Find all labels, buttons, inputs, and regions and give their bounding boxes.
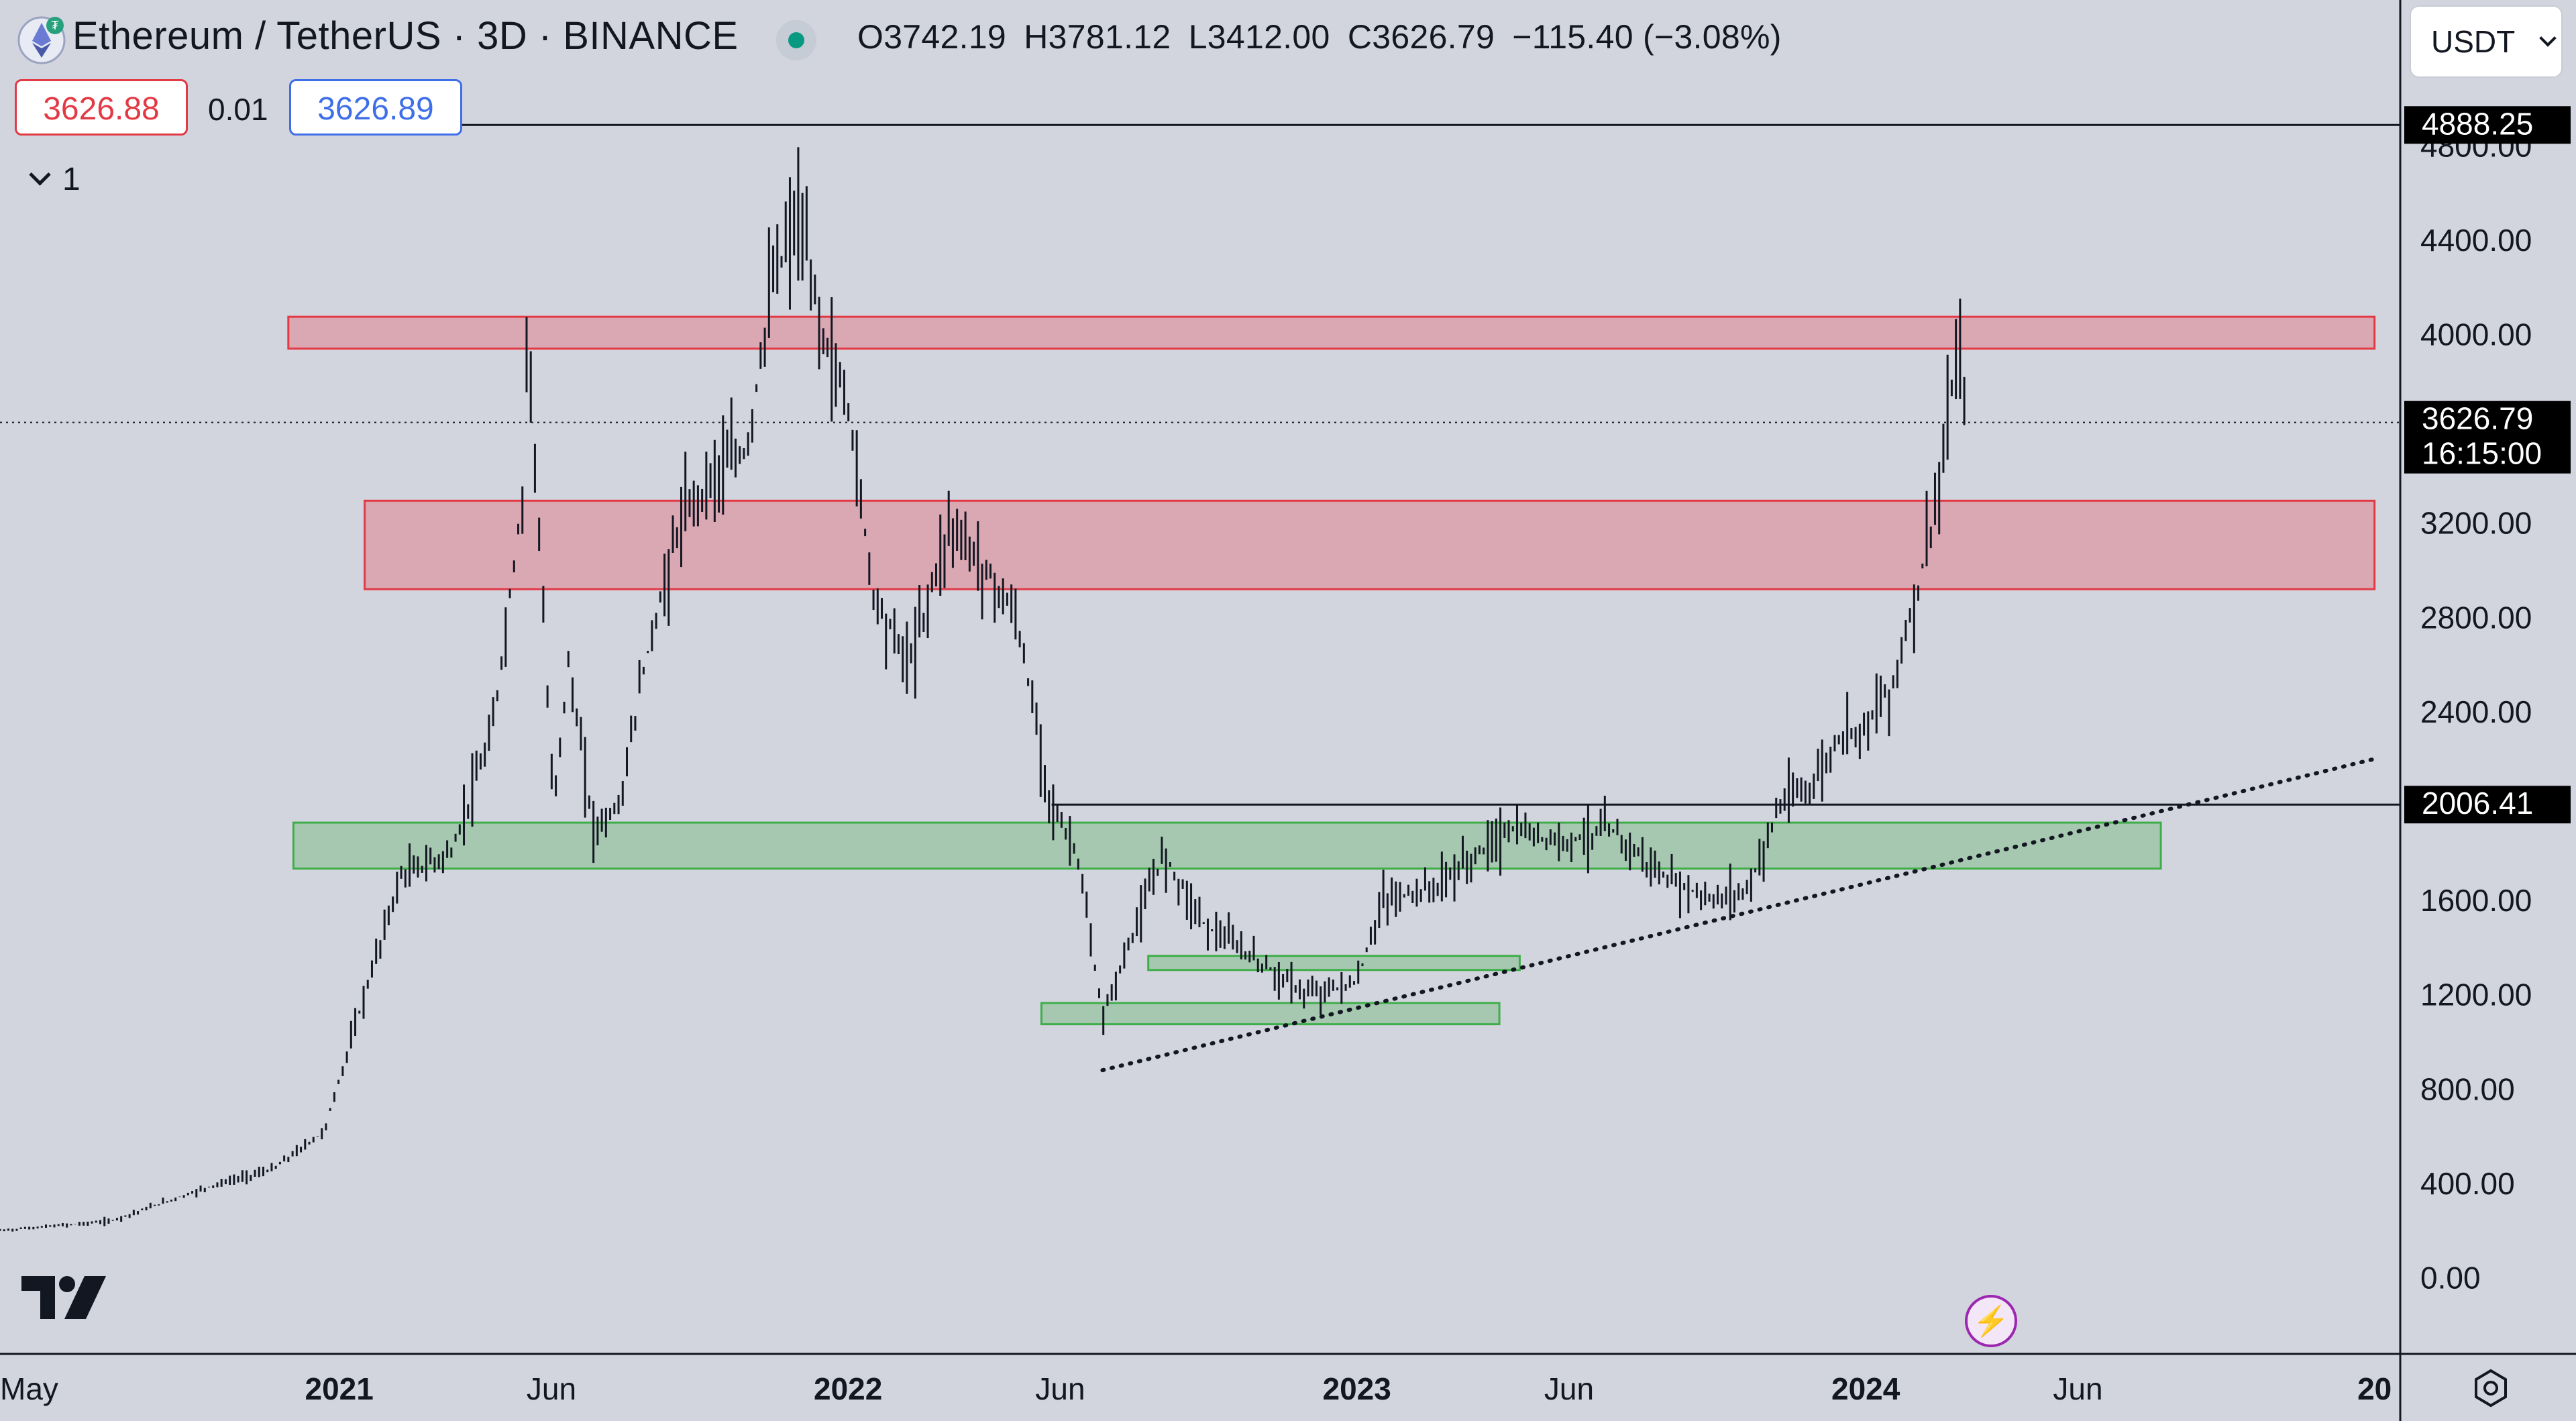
indicators-count: 1 [62,162,80,197]
indicators-toggle[interactable]: 1 [29,161,80,198]
y-tick-label: 2800.00 [2420,600,2532,635]
close-value: C3626.79 [1347,18,1495,56]
chevron-down-icon [29,164,51,186]
y-tick-label: 3200.00 [2420,506,2532,541]
y-tick-label: 800.00 [2420,1071,2515,1106]
x-tick-label: 2022 [814,1371,882,1406]
x-tick-label: 2021 [305,1371,374,1406]
x-tick-label: Jun [1035,1371,1085,1406]
support-zone[interactable] [292,821,2162,870]
current-price-tag: 3626.79 [2422,401,2533,436]
x-tick-label: 2023 [1323,1371,1391,1406]
x-tick-label: Jun [1544,1371,1594,1406]
y-tick-label: 4400.00 [2420,223,2532,258]
x-tick-label: Jun [2053,1371,2102,1406]
y-tick-label: 0.00 [2420,1261,2481,1296]
currency-value: USDT [2431,24,2516,59]
x-tick-label: Jun [527,1371,576,1406]
sell-button[interactable]: 3626.88 [15,79,188,136]
resistance-zone[interactable] [287,315,2376,350]
currency-select[interactable]: USDT [2410,5,2563,78]
horizontal-line-price-tag: 2006.41 [2422,786,2533,821]
open-value: O3742.19 [857,18,1007,56]
lightning-icon[interactable]: ⚡ [1965,1295,2017,1347]
y-tick-label: 1200.00 [2420,978,2532,1012]
horizontal-line-price-tag-bg [2404,786,2571,824]
settings-gear-icon[interactable] [2471,1369,2510,1408]
ethereum-icon: ₮ [17,16,66,64]
y-tick-label: 1600.00 [2420,883,2532,918]
horizontal-line-price-tag-bg [2404,106,2571,144]
x-tick-label: 2024 [1831,1371,1900,1406]
spread-value: 0.01 [208,92,268,127]
buy-button[interactable]: 3626.89 [289,79,462,136]
support-zone[interactable] [1040,1002,1501,1026]
y-tick-label: 4000.00 [2420,317,2532,352]
horizontal-line-price-tag: 4888.25 [2422,106,2533,141]
x-tick-label: May [0,1371,58,1406]
ohlc-values: O3742.19 H3781.12 L3412.00 C3626.79 −115… [857,17,1790,56]
current-price-tag: 16:15:00 [2422,436,2542,471]
svg-text:₮: ₮ [52,19,59,32]
y-tick-label: 400.00 [2420,1166,2515,1201]
low-value: L3412.00 [1188,18,1330,56]
trendline[interactable] [1100,757,2377,1073]
current-price-tag-bg [2404,401,2571,474]
x-tick-label: 20 [2357,1371,2392,1406]
resistance-zone[interactable] [364,499,2376,590]
y-tick-label: 2400.00 [2420,694,2532,729]
symbol-title[interactable]: Ethereum / TetherUS · 3D · BINANCE [72,14,739,58]
chevron-down-icon [2539,30,2557,47]
support-zone[interactable] [1147,955,1521,971]
price-axis-bg [2400,0,2576,1421]
time-axis-bg [0,1354,2576,1421]
high-value: H3781.12 [1024,18,1171,56]
market-status-icon[interactable] [776,20,816,60]
tradingview-logo-icon[interactable] [20,1273,107,1324]
change-value: −115.40 (−3.08%) [1512,18,1782,56]
